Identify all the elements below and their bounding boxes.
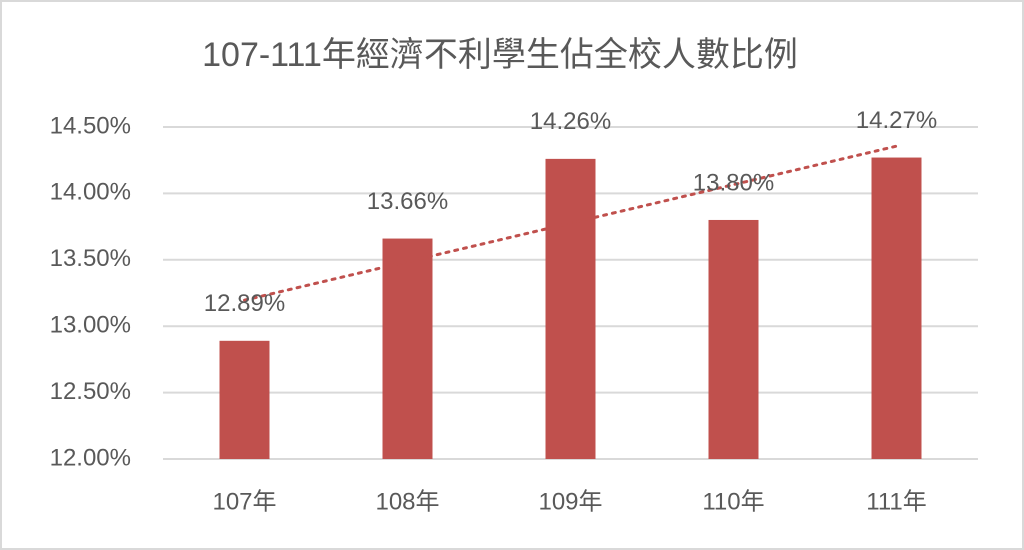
x-tick-label: 110年 (702, 488, 764, 515)
data-label: 12.89% (204, 290, 285, 317)
data-label: 14.26% (530, 108, 611, 135)
bar (708, 219, 759, 459)
bar (382, 238, 433, 459)
bar (219, 340, 270, 459)
y-tick-label: 13.50% (50, 245, 131, 272)
y-tick-label: 12.00% (50, 444, 131, 471)
data-label: 13.80% (693, 169, 774, 196)
y-tick-label: 12.50% (50, 378, 131, 405)
data-label: 14.27% (856, 107, 937, 134)
x-tick-label: 108年 (375, 488, 439, 515)
bar (545, 158, 596, 459)
y-tick-label: 14.00% (50, 179, 131, 206)
y-tick-label: 13.00% (50, 312, 131, 339)
bar (871, 157, 922, 459)
x-tick-label: 107年 (212, 488, 276, 515)
y-tick-label: 14.50% (50, 112, 131, 139)
x-tick-label: 109年 (538, 488, 602, 515)
chart-title: 107-111年經濟不利學生佔全校人數比例 (202, 36, 798, 74)
data-label: 13.66% (367, 188, 448, 215)
trendline (243, 144, 898, 302)
x-tick-label: 111年 (866, 488, 926, 515)
